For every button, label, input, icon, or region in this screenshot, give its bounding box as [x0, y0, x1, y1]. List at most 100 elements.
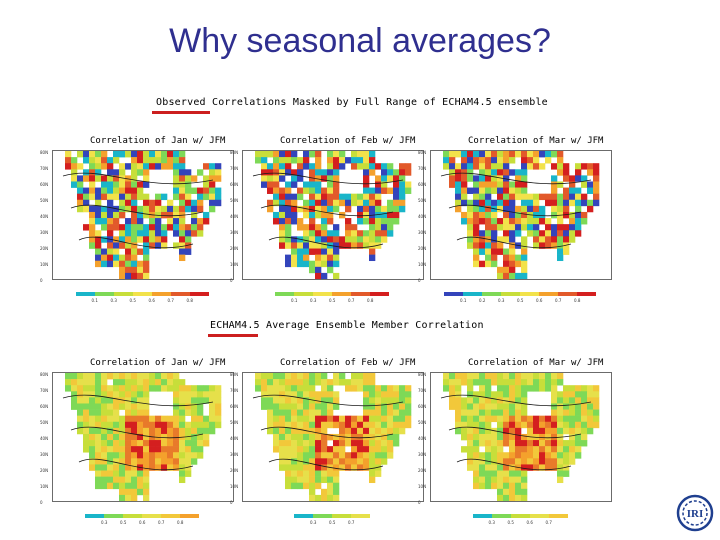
grid-cell	[149, 236, 156, 243]
latitude-label: 80N	[230, 372, 239, 377]
grid-cell	[485, 391, 492, 398]
grid-cell	[113, 224, 120, 231]
grid-cell	[119, 494, 126, 501]
grid-cell	[545, 199, 552, 207]
grid-cell	[569, 224, 576, 231]
grid-cell	[89, 236, 96, 243]
grid-cell	[479, 458, 486, 465]
grid-cell	[285, 403, 292, 410]
grid-cell	[131, 452, 138, 459]
grid-cell	[149, 458, 156, 465]
grid-cell	[179, 427, 186, 435]
grid-cell	[449, 385, 456, 392]
grid-cell	[77, 199, 84, 207]
grid-cell	[107, 248, 114, 255]
colorbar-segment	[351, 292, 370, 296]
grid-cell	[563, 175, 570, 182]
grid-cell	[167, 433, 174, 441]
grid-cell	[89, 187, 96, 194]
grid-cell	[185, 248, 192, 255]
grid-cell	[503, 440, 510, 447]
grid-cell	[357, 415, 364, 423]
grid-cell	[539, 452, 546, 459]
grid-cell	[357, 373, 364, 380]
grid-cell	[137, 248, 144, 255]
grid-cell	[173, 379, 180, 386]
grid-cell	[315, 470, 322, 477]
grid-cell	[405, 391, 412, 398]
grid-cell	[179, 452, 186, 459]
grid-cell	[333, 452, 340, 459]
grid-cell	[155, 452, 162, 459]
grid-cell	[131, 385, 138, 392]
grid-cell	[167, 379, 174, 386]
grid-cell	[327, 488, 334, 496]
grid-cell	[545, 415, 552, 423]
grid-cell	[575, 452, 582, 459]
grid-cell	[473, 181, 480, 188]
grid-cell	[215, 169, 222, 176]
grid-cell	[119, 230, 126, 237]
grid-cell	[473, 254, 480, 262]
colorbar-labels: 0.1 0.3 0.5 0.7 0.8	[291, 298, 386, 303]
latitude-label: 20N	[40, 246, 49, 251]
grid-cell	[503, 187, 510, 194]
grid-cell	[291, 236, 298, 243]
grid-cell	[143, 379, 150, 386]
colorbar-segment	[142, 514, 161, 518]
grid-cell	[321, 458, 328, 465]
slide-title: Why seasonal averages?	[169, 22, 551, 60]
colorbar-segment	[161, 514, 180, 518]
grid-cell	[369, 464, 376, 471]
grid-cell	[467, 379, 474, 386]
grid-cell	[107, 464, 114, 471]
grid-cell	[113, 187, 120, 194]
grid-cell	[131, 248, 138, 255]
grid-cell	[279, 415, 286, 423]
grid-cell	[291, 446, 298, 453]
grid-cell	[593, 181, 600, 188]
grid-cell	[369, 385, 376, 392]
grid-cell	[65, 157, 72, 164]
grid-cell	[491, 440, 498, 447]
grid-cell	[387, 230, 394, 237]
grid-cell	[333, 397, 340, 404]
grid-cell	[479, 242, 486, 249]
grid-cell	[557, 379, 564, 386]
grid-cell	[321, 391, 328, 398]
grid-cell	[363, 175, 370, 182]
colorbar-tick: 0.3	[110, 298, 117, 303]
grid-cell	[209, 193, 216, 201]
grid-cell	[291, 458, 298, 465]
grid-cell	[131, 211, 138, 219]
grid-cell	[161, 236, 168, 243]
colorbar-segment	[180, 514, 199, 518]
grid-cell	[125, 248, 132, 255]
grid-cell	[267, 187, 274, 194]
grid-cell	[473, 452, 480, 459]
grid-cell	[479, 193, 486, 201]
grid-cell	[381, 458, 388, 465]
grid-cell	[443, 163, 450, 170]
grid-cell	[479, 260, 486, 268]
grid-cell	[551, 397, 558, 404]
grid-cell	[291, 169, 298, 176]
grid-cell	[191, 224, 198, 231]
grid-cell	[83, 175, 90, 182]
grid-cell	[485, 440, 492, 447]
grid-cell	[557, 470, 564, 477]
grid-cell	[309, 151, 316, 158]
grid-cell	[333, 151, 340, 158]
grid-cell	[539, 211, 546, 219]
grid-cell	[539, 205, 546, 213]
grid-cell	[485, 409, 492, 416]
grid-cell	[303, 187, 310, 194]
grid-cell	[89, 458, 96, 465]
grid-cell	[339, 427, 346, 435]
grid-cell	[161, 151, 168, 158]
grid-cell	[161, 242, 168, 249]
grid-cell	[143, 193, 150, 201]
grid-cell	[479, 157, 486, 164]
grid-cell	[167, 211, 174, 219]
grid-cell	[363, 205, 370, 213]
